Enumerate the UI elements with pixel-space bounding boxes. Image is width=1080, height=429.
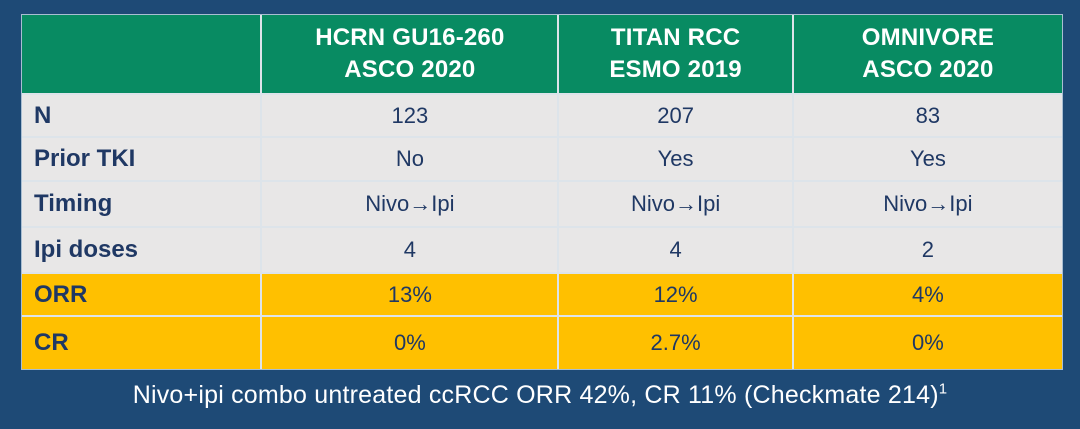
cell-prior-tki-hcrn: No (262, 138, 558, 180)
column-header-hcrn-gu16-260: HCRN GU16-260 ASCO 2020 (262, 15, 558, 93)
column-header-trial-name: TITAN RCC (610, 23, 741, 51)
cell-orr-titan: 12% (559, 274, 792, 315)
cell-n-omnivore: 83 (793, 95, 1062, 136)
column-header-trial-name: HCRN GU16-260 (315, 23, 505, 51)
row-label-ipi-doses: Ipi doses (22, 228, 261, 272)
cell-orr-omnivore: 4% (793, 274, 1062, 315)
cell-ipi-doses-titan: 4 (559, 228, 792, 272)
cell-ipi-doses-hcrn: 4 (262, 228, 558, 272)
header-corner-cell (22, 15, 261, 93)
cell-n-titan: 207 (559, 95, 792, 136)
footnote: Nivo+ipi combo untreated ccRCC ORR 42%, … (0, 381, 1080, 410)
row-label-n: N (22, 95, 261, 136)
column-header-conference: ASCO 2020 (344, 56, 476, 83)
cell-ipi-doses-omnivore: 2 (793, 228, 1062, 272)
cell-cr-titan: 2.7% (559, 317, 792, 369)
cell-n-hcrn: 123 (262, 95, 558, 136)
cell-cr-hcrn: 0% (262, 317, 558, 369)
cell-prior-tki-omnivore: Yes (793, 138, 1062, 180)
cell-orr-hcrn: 13% (262, 274, 558, 315)
footnote-text: Nivo+ipi combo untreated ccRCC ORR 42%, … (132, 381, 939, 409)
cell-timing-omnivore: Nivo→Ipi (793, 182, 1062, 226)
cell-cr-omnivore: 0% (793, 317, 1062, 369)
column-header-titan-rcc: TITAN RCC ESMO 2019 (559, 15, 792, 93)
cell-timing-hcrn: Nivo→Ipi (262, 182, 558, 226)
row-label-prior-tki: Prior TKI (22, 138, 261, 180)
cell-prior-tki-titan: Yes (559, 138, 792, 180)
row-label-orr: ORR (22, 274, 261, 315)
cell-timing-titan: Nivo→Ipi (559, 182, 792, 226)
row-label-cr: CR (22, 317, 261, 369)
column-header-conference: ESMO 2019 (609, 56, 742, 83)
column-header-trial-name: OMNIVORE (861, 23, 995, 51)
row-label-timing: Timing (22, 182, 261, 226)
column-header-conference: ASCO 2020 (862, 56, 994, 83)
column-header-omnivore: OMNIVORE ASCO 2020 (793, 15, 1062, 93)
footnote-reference-superscript: 1 (938, 380, 948, 398)
trial-comparison-table: HCRN GU16-260 ASCO 2020 TITAN RCC ESMO 2… (21, 14, 1063, 370)
